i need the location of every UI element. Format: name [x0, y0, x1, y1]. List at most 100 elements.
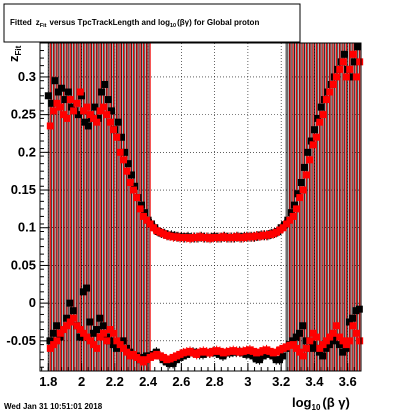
y-tick-label: 0.2 — [18, 144, 36, 159]
data-point — [355, 305, 363, 313]
y-tick-label: 0.05 — [11, 257, 36, 272]
data-point — [354, 43, 362, 51]
data-point — [322, 344, 330, 352]
data-point — [106, 118, 114, 126]
data-point — [121, 148, 129, 156]
data-point — [289, 212, 297, 220]
data-point — [309, 329, 317, 337]
data-point — [339, 348, 347, 356]
data-point — [349, 322, 357, 330]
data-point — [342, 344, 350, 352]
data-point — [113, 337, 121, 345]
data-point — [319, 111, 327, 119]
data-point — [119, 156, 127, 164]
data-point — [56, 333, 64, 341]
data-point — [68, 103, 76, 111]
data-point — [286, 216, 294, 224]
data-point — [352, 329, 360, 337]
data-point — [113, 133, 121, 141]
data-point — [312, 133, 320, 141]
x-axis-title-main: log — [292, 395, 312, 410]
data-point — [319, 341, 327, 349]
y-axis-title: zFit — [6, 45, 23, 62]
data-point — [325, 341, 333, 349]
data-point — [80, 329, 88, 337]
data-point — [316, 344, 324, 352]
data-point — [123, 348, 131, 356]
data-point — [322, 96, 330, 104]
data-point — [169, 359, 177, 367]
y-tick-label: -0.05 — [6, 333, 36, 348]
x-tick-label: 2 — [78, 374, 85, 389]
data-point — [309, 141, 317, 149]
data-point — [299, 352, 307, 360]
data-point — [81, 118, 89, 126]
data-point — [335, 341, 343, 349]
x-tick-label: 3.6 — [339, 374, 357, 389]
data-point — [289, 337, 297, 345]
data-point — [96, 314, 104, 322]
data-point — [60, 326, 68, 334]
data-point — [299, 322, 307, 330]
data-point — [332, 73, 340, 81]
data-point — [137, 201, 145, 209]
data-point — [83, 333, 91, 341]
data-point — [56, 329, 64, 337]
data-point — [276, 356, 284, 364]
data-point — [66, 299, 74, 307]
data-point — [90, 341, 98, 349]
data-point — [294, 190, 302, 198]
title-middle: versus TpcTrackLength and log — [50, 18, 171, 27]
data-point — [143, 216, 151, 224]
data-point — [296, 348, 304, 356]
data-point — [290, 201, 298, 209]
data-markers — [44, 43, 364, 367]
data-point — [300, 163, 308, 171]
data-point — [349, 50, 357, 58]
data-point — [119, 337, 127, 345]
data-point — [329, 80, 337, 88]
data-point — [312, 344, 320, 352]
data-point — [126, 178, 134, 186]
data-point — [256, 356, 264, 364]
y-tick-label: 0.1 — [18, 220, 36, 235]
data-point — [93, 344, 101, 352]
y-tick-label: 0.25 — [11, 107, 36, 122]
data-point — [98, 88, 106, 96]
data-point — [146, 220, 154, 228]
data-point — [346, 65, 354, 73]
data-point — [80, 107, 88, 115]
plot-frame — [39, 42, 362, 372]
data-point — [307, 137, 315, 145]
data-point — [60, 111, 68, 119]
data-point — [76, 333, 84, 341]
data-point — [349, 314, 357, 322]
data-point — [326, 333, 334, 341]
data-point — [99, 322, 107, 330]
data-point — [339, 58, 347, 66]
data-point — [94, 114, 102, 122]
chart-title: Fitted zFit versus TpcTrackLength and log1… — [3, 3, 301, 43]
data-point — [63, 314, 71, 322]
data-point — [139, 212, 147, 220]
data-point — [79, 288, 87, 296]
data-point — [96, 333, 104, 341]
data-point — [53, 322, 61, 330]
data-point — [315, 348, 323, 356]
x-tick-label: 2.6 — [172, 374, 190, 389]
data-point — [350, 58, 358, 66]
data-point — [100, 329, 108, 337]
data-point — [116, 148, 124, 156]
data-point — [310, 126, 318, 134]
data-point — [78, 92, 86, 100]
data-point — [136, 205, 144, 213]
axis-ticks — [40, 50, 362, 371]
data-point — [83, 103, 91, 111]
data-point — [90, 114, 98, 122]
data-point — [56, 103, 64, 111]
data-point — [340, 50, 348, 58]
data-point — [302, 171, 310, 179]
data-point — [53, 99, 61, 107]
data-point — [70, 107, 78, 115]
data-point — [63, 322, 71, 330]
